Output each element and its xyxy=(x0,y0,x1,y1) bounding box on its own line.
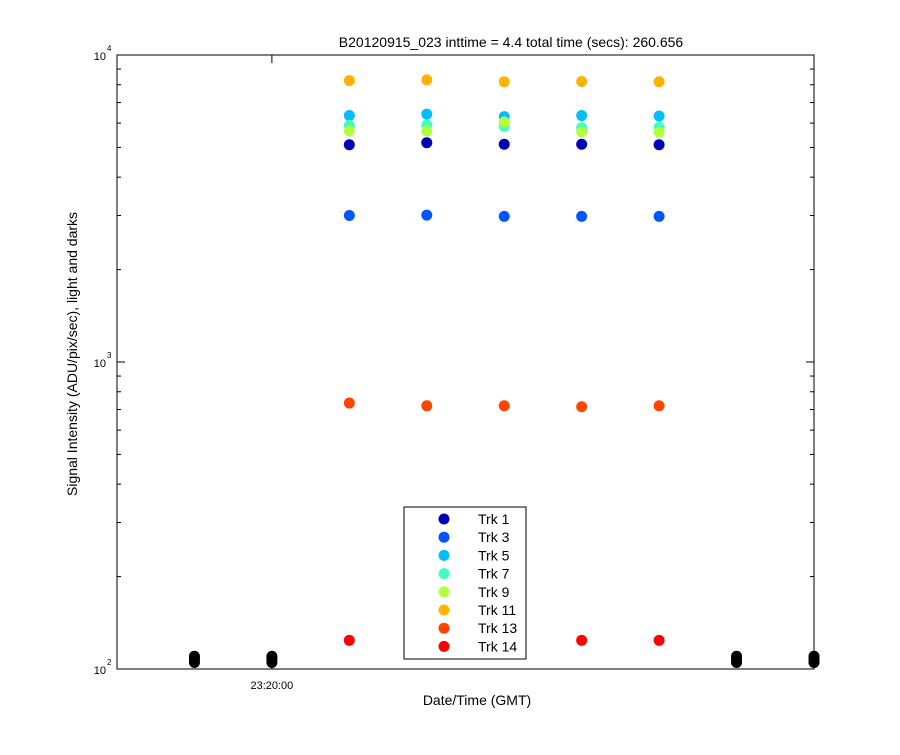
legend-label-trk-5: Trk 5 xyxy=(478,547,510,563)
point-trk-13 xyxy=(343,397,355,409)
legend-marker-trk-7 xyxy=(438,568,450,580)
point-trk-1 xyxy=(421,137,433,149)
point-trk-1 xyxy=(576,138,588,150)
data-points xyxy=(188,74,820,668)
point-trk-9 xyxy=(498,116,510,128)
point-darks xyxy=(731,650,743,662)
point-trk-13 xyxy=(653,400,665,412)
legend-label-trk-7: Trk 7 xyxy=(478,566,510,582)
x-tick-label: 23:20:00 xyxy=(250,680,293,692)
legend-marker-trk-1 xyxy=(438,513,450,525)
point-trk-3 xyxy=(653,210,665,222)
legend-marker-trk-9 xyxy=(438,586,450,598)
point-trk-13 xyxy=(576,401,588,413)
point-trk-13 xyxy=(498,400,510,412)
legend-marker-trk-11 xyxy=(438,604,450,616)
legend-label-trk-13: Trk 13 xyxy=(478,620,517,636)
x-axis-label: Date/Time (GMT) xyxy=(423,692,531,708)
point-trk-3 xyxy=(421,209,433,221)
point-trk-11 xyxy=(653,76,665,88)
legend-marker-trk-3 xyxy=(438,531,450,543)
legend-label-trk-1: Trk 1 xyxy=(478,511,510,527)
y-tick-label: 10 xyxy=(94,51,106,63)
point-trk-5 xyxy=(653,110,665,122)
legend-label-trk-9: Trk 9 xyxy=(478,584,510,600)
point-trk-3 xyxy=(498,210,510,222)
y-axis-label: Signal Intensity (ADU/pix/sec), light an… xyxy=(64,212,80,496)
point-darks xyxy=(266,650,278,662)
point-trk-3 xyxy=(576,210,588,222)
point-trk-5 xyxy=(343,110,355,122)
point-trk-11 xyxy=(421,74,433,86)
y-tick-exponent: 4 xyxy=(107,44,112,53)
legend-label-trk-11: Trk 11 xyxy=(478,602,516,618)
chart-title: B20120915_023 inttime = 4.4 total time (… xyxy=(339,34,684,50)
point-trk-1 xyxy=(343,139,355,151)
legend: Trk 1 Trk 3 Trk 5 Trk 7 Trk 9 Trk 11 Trk 13 Trk… xyxy=(403,506,527,660)
legend-label-trk-3: Trk 3 xyxy=(478,529,510,545)
legend-marker-trk-14 xyxy=(438,640,450,652)
point-trk-9 xyxy=(421,125,433,137)
y-tick-exponent: 3 xyxy=(107,351,112,360)
point-trk-13 xyxy=(421,400,433,412)
plot-area xyxy=(116,54,815,670)
point-trk-5 xyxy=(576,110,588,122)
point-trk-1 xyxy=(653,139,665,151)
point-darks xyxy=(188,650,200,662)
y-tick-exponent: 2 xyxy=(107,658,112,667)
legend-marker-trk-5 xyxy=(438,549,450,561)
point-trk-1 xyxy=(498,138,510,150)
point-trk-5 xyxy=(421,108,433,120)
point-trk-9 xyxy=(576,126,588,138)
point-trk-14 xyxy=(653,634,665,646)
point-trk-11 xyxy=(576,75,588,87)
point-trk-9 xyxy=(653,126,665,138)
point-trk-9 xyxy=(343,125,355,137)
legend-label-trk-14: Trk 14 xyxy=(478,638,517,654)
point-trk-14 xyxy=(343,634,355,646)
point-trk-11 xyxy=(498,76,510,88)
point-trk-14 xyxy=(576,634,588,646)
point-trk-11 xyxy=(343,75,355,87)
legend-box xyxy=(403,506,527,660)
legend-marker-trk-13 xyxy=(438,622,450,634)
y-tick-label: 10 xyxy=(94,665,106,677)
y-tick-label: 10 xyxy=(94,358,106,370)
point-trk-3 xyxy=(343,210,355,222)
